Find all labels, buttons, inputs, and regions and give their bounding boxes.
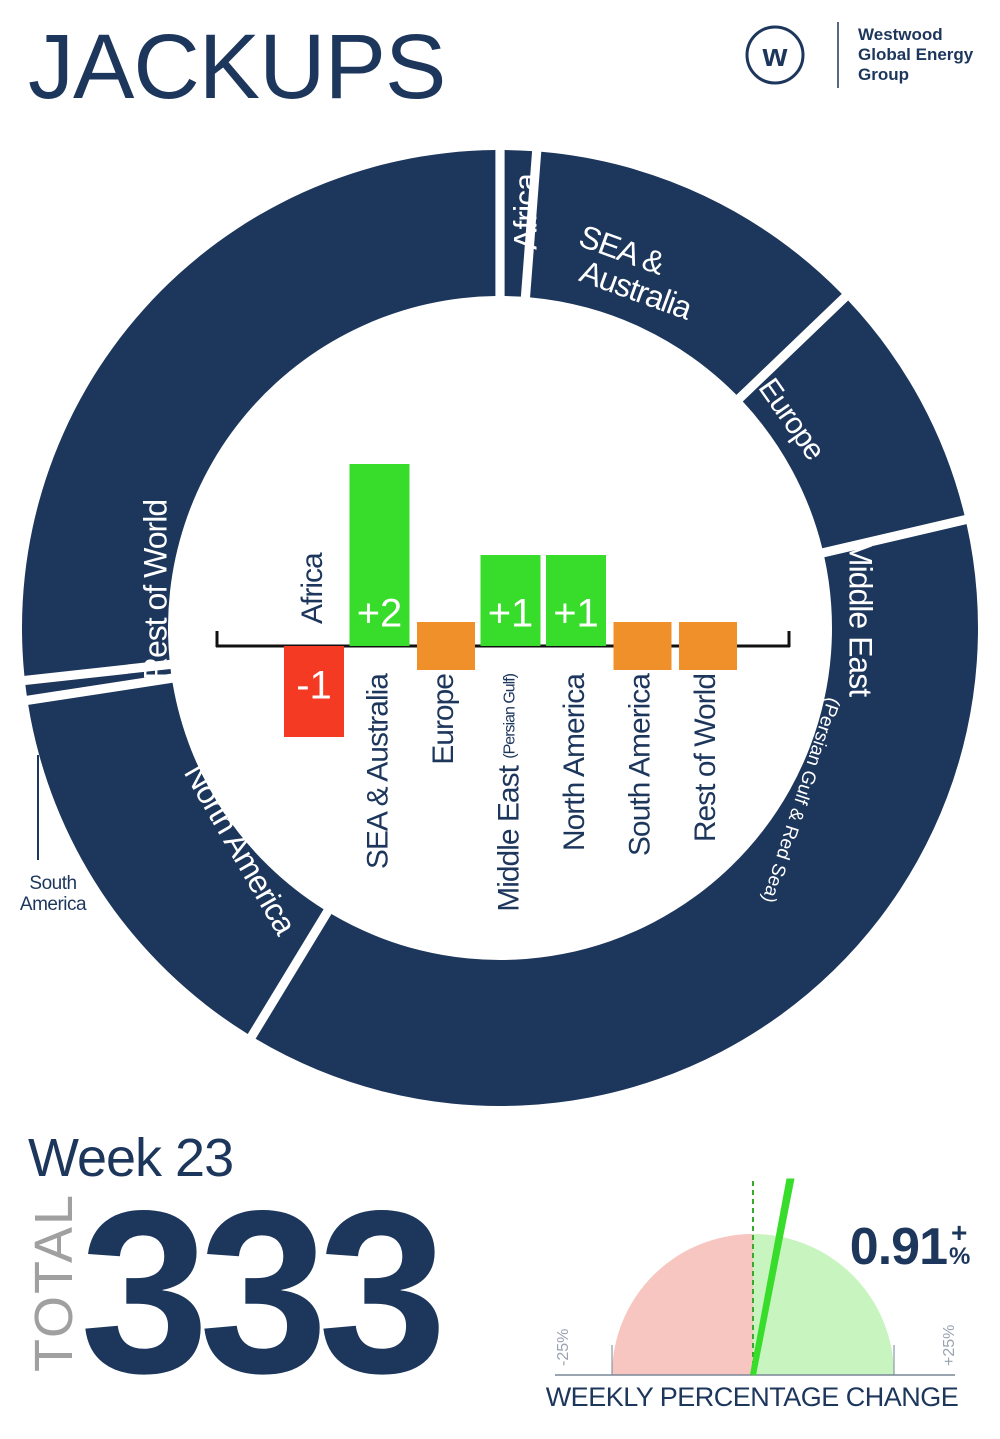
donut-label-middle-east: Middle East bbox=[843, 540, 879, 697]
bar-europe bbox=[417, 622, 475, 670]
brand-mark-circle bbox=[745, 25, 805, 85]
total-label: TOTAL bbox=[24, 1193, 84, 1372]
bar-rest-of-world bbox=[679, 622, 737, 670]
bar-value-label-north-america: +1 bbox=[553, 592, 599, 636]
bar-category-label-south-america: South America bbox=[623, 673, 656, 856]
donut-label-africa: Africa bbox=[507, 173, 543, 250]
week-label: Week 23 bbox=[28, 1128, 233, 1188]
gauge-needle bbox=[750, 1178, 795, 1376]
gauge-negative-half bbox=[612, 1234, 753, 1375]
bar-south-america bbox=[613, 622, 672, 670]
gauge-positive-half bbox=[753, 1234, 894, 1375]
bar-sea-australia bbox=[349, 464, 410, 646]
south-america-callout-line2: America bbox=[20, 894, 87, 915]
gauge-max-label: +25% bbox=[941, 1325, 958, 1366]
bar-middle-east bbox=[480, 555, 541, 646]
gauge-min-label: -25% bbox=[555, 1329, 572, 1366]
brand-mark-letter: w bbox=[762, 37, 788, 73]
gauge-value: 0.91 bbox=[850, 1218, 947, 1276]
donut-segment-rest-of-world bbox=[21, 150, 496, 676]
bar-category-label-north-america: North America bbox=[558, 673, 591, 851]
donut-label-rest-of-world: Rest of World bbox=[137, 500, 173, 680]
page-title: JACKUPS bbox=[28, 16, 445, 118]
weekly-percentage-gauge: 0.91 +% -25% +25% WEEKLY PERCENTAGE CHANGE bbox=[546, 1178, 970, 1412]
bar-category-sublabel-middle-east: (Persian Gulf) bbox=[502, 673, 519, 758]
bar-category-label-sea-australia: SEA & Australia bbox=[361, 673, 394, 869]
south-america-callout-line1: South bbox=[29, 873, 76, 894]
donut-segment-middle-east bbox=[255, 524, 978, 1106]
bar-category-label-europe: Europe bbox=[427, 674, 460, 765]
bar-category-label-africa: Africa bbox=[296, 552, 329, 624]
regional-donut-chart: Africa Europe North America Rest of World SE… bbox=[21, 150, 978, 1106]
brand-name-line2: Global Energy bbox=[858, 45, 974, 64]
donut-segment-sea-australia bbox=[530, 151, 842, 395]
brand-name-line3: Group bbox=[858, 65, 909, 84]
donut-segment-south-america bbox=[25, 669, 172, 696]
brand-logo: w Westwood Global Energy Group bbox=[745, 22, 974, 88]
gauge-value-sign: + bbox=[951, 1217, 967, 1248]
donut-segment-africa bbox=[504, 150, 533, 297]
gauge-caption: WEEKLY PERCENTAGE CHANGE bbox=[546, 1382, 959, 1412]
bar-value-label-africa: -1 bbox=[296, 664, 332, 708]
bar-category-label-rest-of-world: Rest of World bbox=[689, 674, 722, 842]
bar-north-america bbox=[546, 555, 606, 646]
weekly-change-bar-chart: -1 Africa +2 SEA & Australia Europe +1 Middle … bbox=[215, 464, 791, 912]
bar-value-label-sea-australia: +2 bbox=[357, 592, 403, 636]
bar-value-label-middle-east: +1 bbox=[488, 592, 534, 636]
bar-category-label-middle-east: Middle East (Persian Gulf) bbox=[492, 673, 525, 911]
total-value: 333 bbox=[80, 1163, 439, 1422]
donut-segment-europe bbox=[742, 300, 965, 549]
bar-africa bbox=[284, 646, 344, 737]
donut-segment-north-america bbox=[28, 682, 324, 1035]
brand-name-line1: Westwood bbox=[858, 25, 943, 44]
gauge-value-unit: % bbox=[949, 1243, 970, 1270]
